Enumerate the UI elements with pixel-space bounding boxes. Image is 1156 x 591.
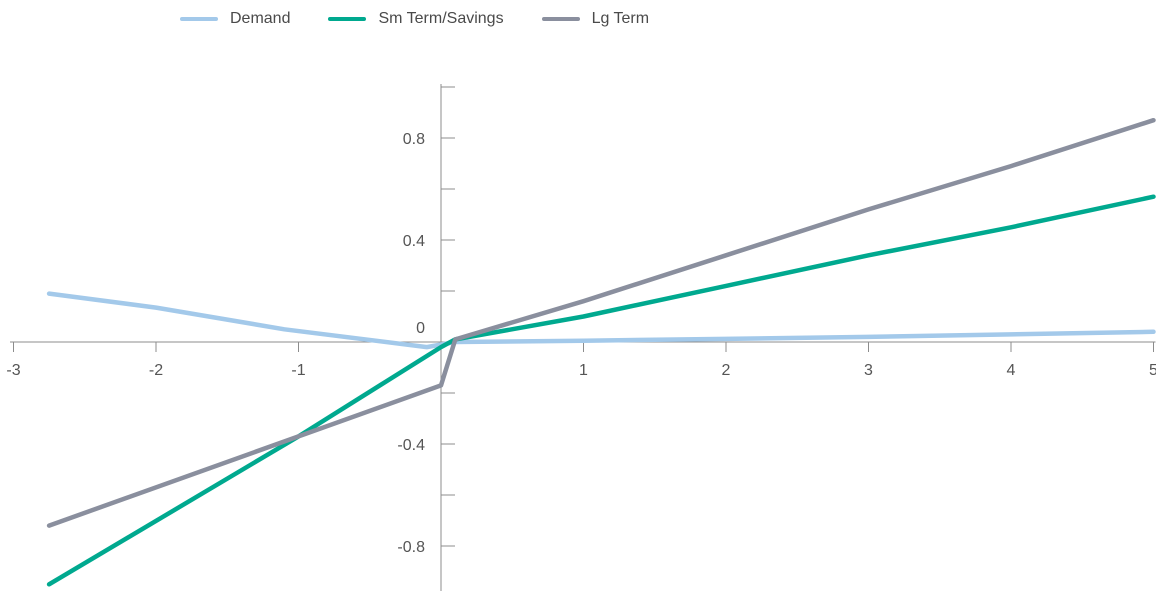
series-line — [46, 117, 1156, 528]
x-tick-label: 4 — [1007, 362, 1016, 379]
x-tick-label: -2 — [149, 362, 163, 379]
x-tick-label: 5 — [1149, 362, 1156, 379]
y-tick-label: -0.8 — [397, 539, 425, 556]
legend-item-sm-term-savings: Sm Term/Savings — [328, 10, 504, 28]
y-tick-label: 0.4 — [403, 233, 425, 250]
legend-item-lg-term: Lg Term — [541, 10, 650, 28]
x-tick-label: 2 — [722, 362, 731, 379]
series-2 — [46, 117, 1156, 528]
legend-swatch-lg-term — [541, 17, 580, 21]
legend-swatch-demand — [180, 17, 218, 21]
legend-label-lg-term: Lg Term — [591, 10, 650, 27]
y-tick-label: 0.8 — [403, 131, 425, 148]
x-tick-label: 3 — [864, 362, 873, 379]
x-tick-label: -3 — [6, 362, 20, 379]
x-tick-label: 1 — [579, 362, 588, 379]
legend-swatch-sm-term-savings — [328, 17, 367, 21]
x-tick-label: -1 — [291, 362, 305, 379]
legend-label-demand: Demand — [230, 10, 291, 27]
series-line — [46, 194, 1156, 587]
legend: Demand Sm Term/Savings Lg Term — [180, 10, 649, 28]
series-line — [46, 291, 1156, 350]
series-0 — [46, 291, 1156, 350]
y-tick-label: 0 — [416, 320, 425, 337]
legend-label-sm-term-savings: Sm Term/Savings — [378, 10, 504, 27]
y-tick-label: -0.4 — [397, 437, 425, 454]
legend-item-demand: Demand — [180, 10, 290, 28]
series-1 — [46, 194, 1156, 587]
